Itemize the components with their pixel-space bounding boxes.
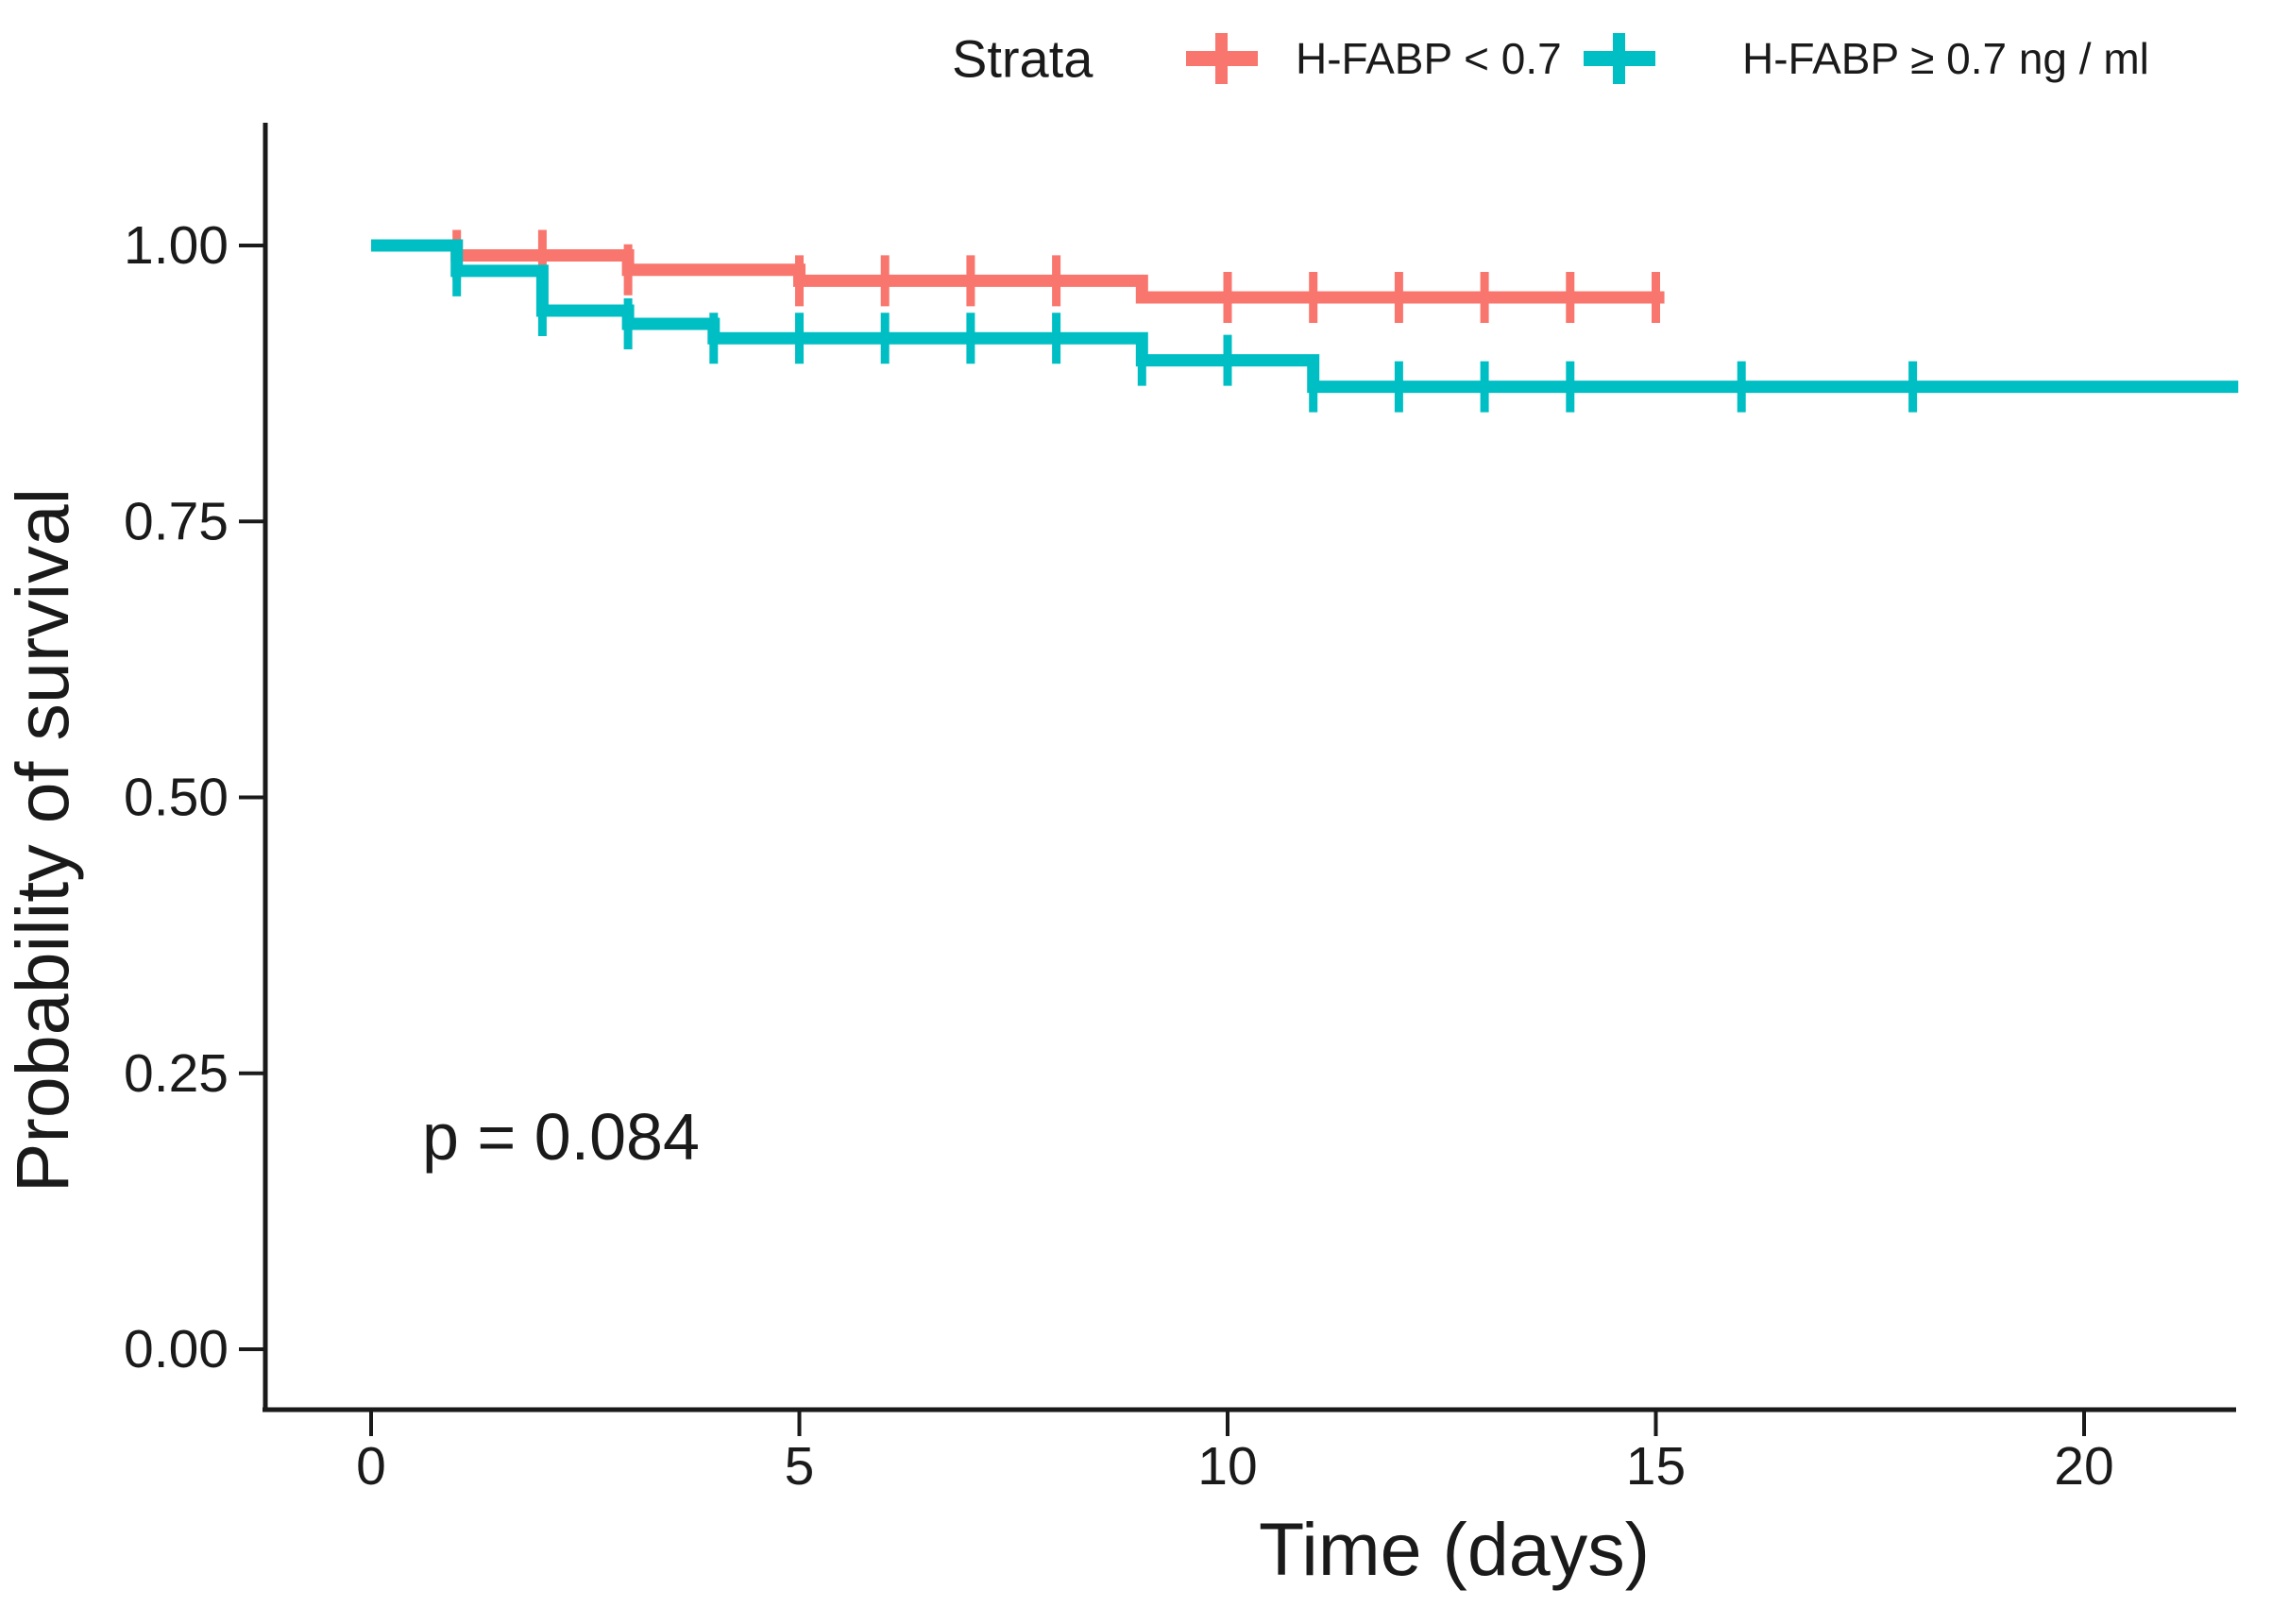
x-tick-label: 20 [2054,1436,2113,1497]
y-axis-title: Probability of survival [0,488,84,1193]
x-tick-label: 0 [356,1436,386,1497]
y-tick-label: 1.00 [124,215,229,276]
y-tick-label: 0.25 [124,1043,229,1104]
y-tick-label: 0.50 [124,768,229,828]
x-tick-label: 15 [1626,1436,1686,1497]
legend-label-strata-low: H-FABP < 0.7 [1296,34,1562,83]
x-axis-title: Time (days) [1259,1507,1650,1591]
y-tick-label: 0.00 [124,1319,229,1379]
survival-curve [371,239,2239,394]
legend-title: Strata [952,29,1094,89]
survival-curve [371,239,1665,304]
p-value-annotation: p = 0.084 [422,1100,700,1174]
legend-label-strata-high: H-FABP ≥ 0.7 ng / ml [1742,34,2149,83]
legend: Strata H-FABP < 0.7 H-FABP ≥ 0.7 ng / ml [952,29,2149,89]
legend-key-plus-icon [1584,33,1655,84]
x-axis: 0 5 10 15 20 Time (days) [263,1407,2236,1591]
legend-key-plus-icon [1186,33,1258,84]
survival-curves [371,229,2239,413]
x-tick-label: 5 [785,1436,815,1497]
y-tick-label: 0.75 [124,491,229,551]
y-axis: 0.00 0.25 0.50 0.75 1.00 Probability of surv… [0,123,268,1412]
x-tick-label: 10 [1197,1436,1257,1497]
